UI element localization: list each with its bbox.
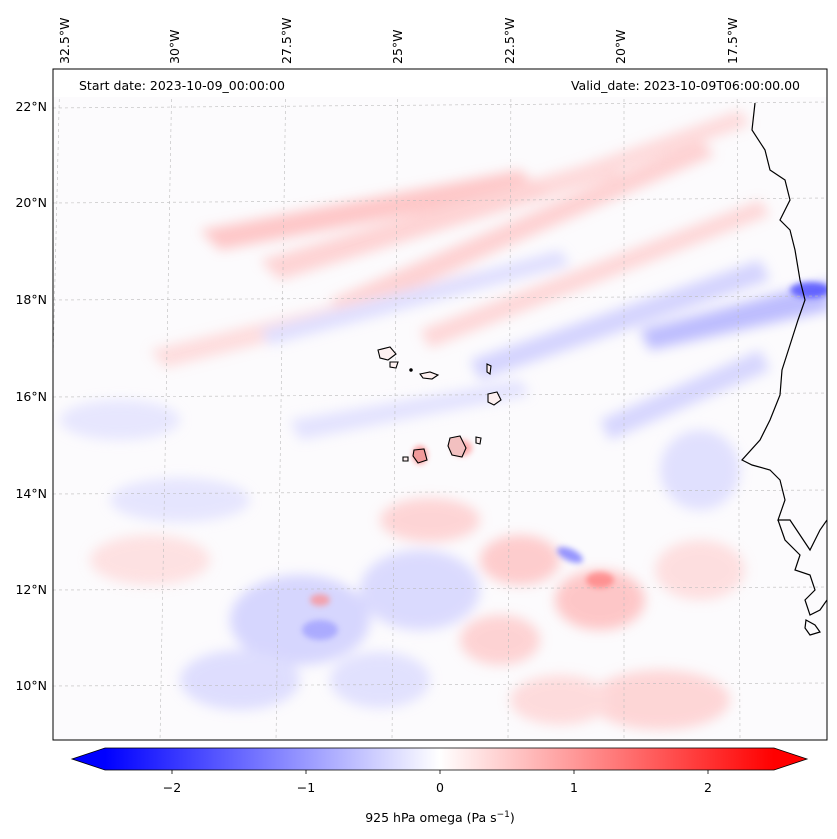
colorbar-max-extend xyxy=(774,748,807,770)
colorbar-tick-label: 0 xyxy=(436,780,444,795)
colorbar-label: 925 hPa omega (Pa s−1) xyxy=(365,810,515,825)
lat-label: 22°N xyxy=(15,99,47,114)
colorbar-label-main: 925 hPa omega (Pa s xyxy=(365,810,496,825)
colorbar: −2 −1 0 1 2 925 hPa omega (Pa s−1) xyxy=(70,747,809,825)
lon-label: 32.5°W xyxy=(57,18,72,64)
lat-label: 10°N xyxy=(15,678,47,693)
lon-label: 22.5°W xyxy=(502,18,517,64)
lon-label: 27.5°W xyxy=(279,18,294,64)
coastline xyxy=(741,102,827,636)
omega-field xyxy=(60,110,827,730)
lat-label: 12°N xyxy=(15,582,47,597)
lat-label: 20°N xyxy=(15,195,47,210)
cape-verde-islands xyxy=(377,346,502,464)
lon-label: 17.5°W xyxy=(725,18,740,64)
start-date-label: Start date: 2023-10-09_00:00:00 xyxy=(79,78,285,93)
lat-label: 16°N xyxy=(15,389,47,404)
colorbar-label-end: ) xyxy=(510,810,515,825)
map-frame xyxy=(52,68,828,741)
header-bar xyxy=(53,69,827,97)
lon-label: 30°W xyxy=(167,29,182,64)
latitude-labels: 22°N 20°N 18°N 16°N 14°N 12°N 10°N xyxy=(15,99,47,693)
lon-label: 20°W xyxy=(613,29,628,64)
longitude-labels: 32.5°W 30°W 27.5°W 25°W 22.5°W 20°W 17.5… xyxy=(57,18,740,64)
lat-label: 14°N xyxy=(15,486,47,501)
colorbar-min-extend xyxy=(72,748,105,770)
colorbar-tick-label: 1 xyxy=(570,780,578,795)
lat-label: 18°N xyxy=(15,292,47,307)
colorbar-tick-label: −1 xyxy=(297,780,315,795)
colorbar-tick-label: 2 xyxy=(704,780,712,795)
lon-label: 25°W xyxy=(390,29,405,64)
graticule xyxy=(53,69,827,740)
colorbar-label-sup: −1 xyxy=(497,810,510,820)
colorbar-tick-label: −2 xyxy=(163,780,181,795)
valid-date-label: Valid_date: 2023-10-09T06:00:00.00 xyxy=(571,78,800,93)
